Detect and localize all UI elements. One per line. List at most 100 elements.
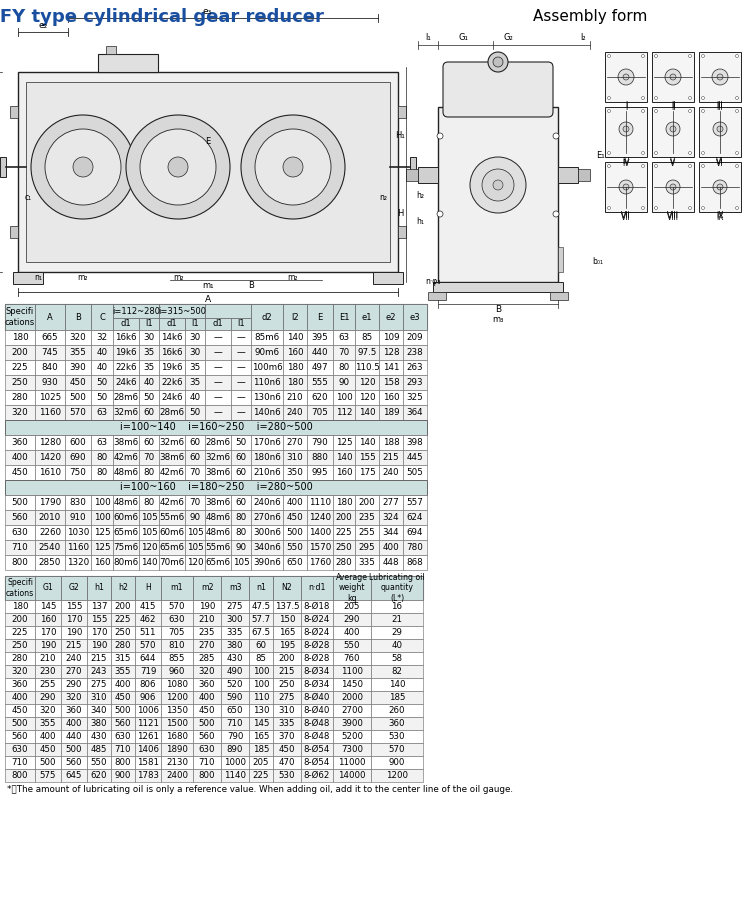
Bar bbox=[193, 730, 221, 743]
Text: 300n6: 300n6 bbox=[253, 528, 281, 537]
Bar bbox=[159, 555, 185, 570]
Text: 690: 690 bbox=[70, 453, 86, 462]
Text: H: H bbox=[397, 209, 404, 218]
Text: 355: 355 bbox=[40, 719, 56, 728]
Bar bbox=[249, 613, 273, 626]
Bar bbox=[65, 495, 91, 510]
Bar bbox=[301, 626, 333, 639]
Bar bbox=[355, 510, 379, 525]
Text: 8-Ø54: 8-Ø54 bbox=[304, 745, 330, 754]
Text: —: — bbox=[237, 378, 245, 387]
Bar bbox=[161, 691, 193, 704]
Text: 497: 497 bbox=[312, 363, 328, 372]
Bar bbox=[139, 330, 159, 345]
Bar bbox=[185, 510, 205, 525]
Text: i=315~500: i=315~500 bbox=[158, 307, 206, 316]
Text: 450: 450 bbox=[286, 513, 303, 522]
Text: 355: 355 bbox=[70, 348, 86, 357]
Bar bbox=[35, 613, 61, 626]
Bar bbox=[5, 613, 35, 626]
Bar bbox=[161, 743, 193, 756]
Bar bbox=[333, 769, 371, 782]
Text: 8-Ø48: 8-Ø48 bbox=[304, 732, 330, 741]
Bar bbox=[10, 226, 18, 238]
Bar bbox=[5, 540, 35, 555]
Text: 710: 710 bbox=[12, 758, 28, 767]
Text: 1240: 1240 bbox=[309, 513, 331, 522]
Text: 380: 380 bbox=[226, 641, 243, 650]
Text: *）The amount of lubricating oil is only a reference value. When adding oil, add : *）The amount of lubricating oil is only … bbox=[7, 786, 513, 795]
Bar bbox=[87, 639, 111, 652]
Text: 8-Ø24: 8-Ø24 bbox=[304, 628, 330, 637]
Bar bbox=[249, 652, 273, 665]
Text: II: II bbox=[670, 104, 675, 113]
Text: 48m6: 48m6 bbox=[206, 513, 230, 522]
Bar bbox=[221, 613, 249, 626]
Text: 140: 140 bbox=[358, 408, 375, 417]
Text: 450: 450 bbox=[12, 706, 28, 715]
Text: 395: 395 bbox=[312, 333, 328, 342]
Bar bbox=[379, 405, 403, 420]
Text: 180n6: 180n6 bbox=[253, 453, 280, 462]
Text: 209: 209 bbox=[406, 333, 423, 342]
Circle shape bbox=[688, 109, 692, 113]
Bar bbox=[193, 717, 221, 730]
Bar bbox=[185, 375, 205, 390]
Bar bbox=[221, 626, 249, 639]
Bar bbox=[159, 405, 185, 420]
Text: 8-Ø40: 8-Ø40 bbox=[304, 693, 330, 702]
Bar bbox=[113, 540, 139, 555]
Bar bbox=[333, 304, 355, 330]
Circle shape bbox=[701, 207, 704, 209]
Bar bbox=[371, 678, 423, 691]
Text: e1: e1 bbox=[362, 312, 372, 321]
Bar bbox=[205, 375, 231, 390]
Bar bbox=[301, 600, 333, 613]
Text: 14k6: 14k6 bbox=[161, 333, 183, 342]
Text: —: — bbox=[214, 363, 222, 372]
Text: 38m6: 38m6 bbox=[113, 438, 139, 447]
Bar bbox=[652, 107, 694, 157]
Circle shape bbox=[736, 207, 739, 209]
Circle shape bbox=[688, 152, 692, 154]
Bar bbox=[333, 717, 371, 730]
Bar bbox=[61, 613, 87, 626]
Text: 100: 100 bbox=[336, 393, 352, 402]
Text: 8-Ø62: 8-Ø62 bbox=[304, 771, 330, 780]
Bar bbox=[5, 304, 35, 330]
Text: 225: 225 bbox=[253, 771, 269, 780]
Bar bbox=[61, 600, 87, 613]
Text: 719: 719 bbox=[140, 667, 156, 676]
Text: 42m6: 42m6 bbox=[113, 453, 139, 462]
Text: 97.5: 97.5 bbox=[357, 348, 376, 357]
Circle shape bbox=[670, 126, 676, 132]
Text: 155: 155 bbox=[358, 453, 375, 462]
Circle shape bbox=[688, 207, 692, 209]
Bar bbox=[205, 435, 231, 450]
Text: 5200: 5200 bbox=[341, 732, 363, 741]
Bar bbox=[333, 435, 355, 450]
Text: 14000: 14000 bbox=[338, 771, 366, 780]
Bar bbox=[379, 525, 403, 540]
Text: 155: 155 bbox=[66, 602, 82, 611]
Circle shape bbox=[666, 122, 680, 136]
Text: 630: 630 bbox=[169, 615, 185, 624]
Text: 210: 210 bbox=[199, 615, 215, 624]
Bar bbox=[193, 639, 221, 652]
Bar bbox=[333, 360, 355, 375]
Text: 364: 364 bbox=[406, 408, 423, 417]
Bar bbox=[221, 730, 249, 743]
Text: 105: 105 bbox=[187, 543, 203, 552]
Bar bbox=[333, 576, 371, 600]
Text: 32m6: 32m6 bbox=[160, 438, 184, 447]
Bar bbox=[193, 600, 221, 613]
Bar bbox=[35, 691, 61, 704]
Bar bbox=[231, 345, 251, 360]
Text: 315: 315 bbox=[115, 654, 131, 663]
Bar bbox=[307, 465, 333, 480]
Text: 40: 40 bbox=[97, 363, 107, 372]
Bar bbox=[5, 360, 35, 375]
Circle shape bbox=[623, 74, 629, 80]
Text: 38m6: 38m6 bbox=[206, 498, 230, 507]
Text: m₃: m₃ bbox=[492, 316, 504, 325]
